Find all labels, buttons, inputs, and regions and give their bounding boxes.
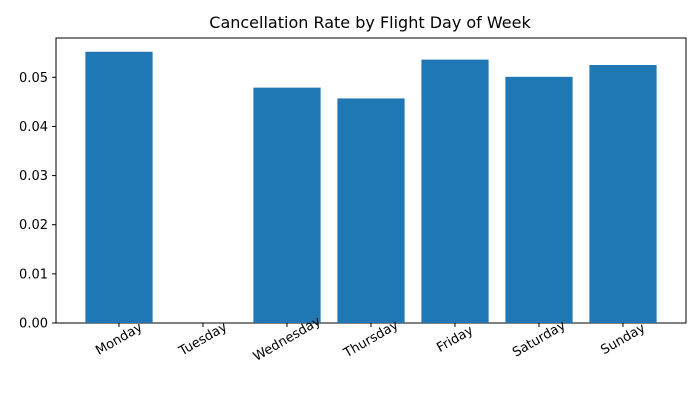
y-tick-label: 0.00 — [19, 317, 48, 332]
y-tick-label: 0.03 — [19, 169, 48, 184]
bar-saturday — [505, 76, 573, 323]
chart-title: Cancellation Rate by Flight Day of Week — [209, 13, 531, 32]
bars-group — [85, 51, 657, 324]
y-tick-label: 0.01 — [19, 267, 48, 282]
y-tick-label: 0.04 — [19, 120, 48, 135]
x-tick-label-friday: Friday — [434, 323, 476, 356]
bar-friday — [421, 59, 489, 323]
y-tick-label: 0.05 — [19, 71, 48, 86]
bar-thursday — [337, 98, 405, 323]
y-axis: 0.00 0.01 0.02 0.03 0.04 0.05 — [19, 71, 56, 332]
bar-sunday — [589, 65, 657, 323]
bar-wednesday — [253, 87, 321, 324]
bar-monday — [85, 51, 153, 324]
y-tick-label: 0.02 — [19, 218, 48, 233]
